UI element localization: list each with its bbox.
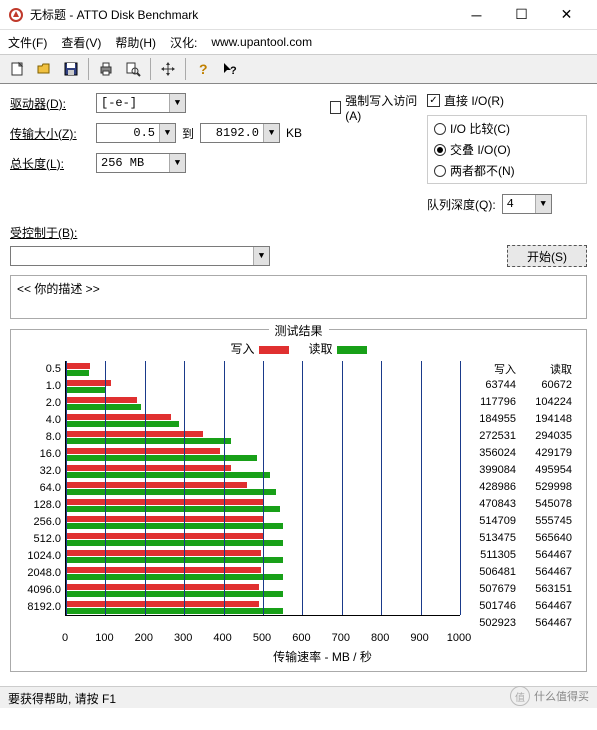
transfer-label: 传输大小(Z): xyxy=(10,125,90,142)
length-select[interactable]: 256 MB▼ xyxy=(96,153,186,173)
chart-y-labels: 0.51.02.04.08.016.032.064.0128.0256.0512… xyxy=(17,361,65,632)
toolbar: ? ? xyxy=(0,54,597,84)
window-title: 无标题 - ATTO Disk Benchmark xyxy=(30,6,454,23)
new-icon[interactable] xyxy=(4,56,30,82)
neither-radio[interactable]: 两者都不(N) xyxy=(434,162,580,179)
io-compare-radio[interactable]: I/O 比较(C) xyxy=(434,120,580,137)
save-icon[interactable] xyxy=(58,56,84,82)
force-write-checkbox[interactable]: 强制写入访问(A) xyxy=(330,92,419,123)
transfer-unit: KB xyxy=(286,126,302,140)
minimize-button[interactable]: ─ xyxy=(454,0,499,30)
svg-text:?: ? xyxy=(230,65,237,77)
controlled-select[interactable]: ▼ xyxy=(10,246,270,266)
chart xyxy=(65,361,460,616)
menu-localization-url[interactable]: www.upantool.com xyxy=(211,35,312,49)
controlled-label: 受控制于(B): xyxy=(10,224,587,241)
toolbar-separator xyxy=(185,58,186,80)
drive-select[interactable]: [-e-]▼ xyxy=(96,93,186,113)
menubar: 文件(F) 查看(V) 帮助(H) 汉化: www.upantool.com xyxy=(0,30,597,54)
queue-depth-select[interactable]: 4▼ xyxy=(502,194,552,214)
menu-help[interactable]: 帮助(H) xyxy=(115,34,156,51)
print-icon[interactable] xyxy=(93,56,119,82)
open-icon[interactable] xyxy=(31,56,57,82)
preview-icon[interactable] xyxy=(120,56,146,82)
app-icon xyxy=(8,7,24,23)
maximize-button[interactable]: ☐ xyxy=(499,0,544,30)
chart-x-labels: 01002003004005006007008009001000 xyxy=(65,632,459,646)
start-button[interactable]: 开始(S) xyxy=(507,245,587,267)
statusbar: 要获得帮助, 请按 F1 值 什么值得买 xyxy=(0,686,597,708)
watermark: 值 什么值得买 xyxy=(510,686,589,706)
transfer-to-select[interactable]: 8192.0▼ xyxy=(200,123,280,143)
io-mode-group: I/O 比较(C) 交叠 I/O(O) 两者都不(N) xyxy=(427,115,587,184)
transfer-from-select[interactable]: 0.5▼ xyxy=(96,123,176,143)
close-button[interactable]: ✕ xyxy=(544,0,589,30)
chart-legend: 写入 读取 xyxy=(17,340,580,357)
move-icon[interactable] xyxy=(155,56,181,82)
length-label: 总长度(L): xyxy=(10,155,90,172)
toolbar-separator xyxy=(150,58,151,80)
checkbox-icon: ✓ xyxy=(427,94,440,107)
queue-depth-label: 队列深度(Q): xyxy=(427,196,496,213)
help-icon[interactable]: ? xyxy=(190,56,216,82)
whatsthis-icon[interactable]: ? xyxy=(217,56,243,82)
results-values: 写入读取 63744606721177961042241849551941482… xyxy=(460,361,580,632)
menu-file[interactable]: 文件(F) xyxy=(8,34,47,51)
results-panel: 测试结果 写入 读取 0.51.02.04.08.016.032.064.012… xyxy=(10,329,587,672)
drive-label: 驱动器(D): xyxy=(10,95,90,112)
menu-localization-label: 汉化: xyxy=(170,34,197,51)
direct-io-checkbox[interactable]: ✓ 直接 I/O(R) xyxy=(427,92,587,109)
results-title: 测试结果 xyxy=(268,322,328,339)
checkbox-icon xyxy=(330,101,341,114)
svg-text:?: ? xyxy=(199,61,208,77)
transfer-to-label: 到 xyxy=(182,125,194,142)
menu-view[interactable]: 查看(V) xyxy=(61,34,101,51)
description-box[interactable]: << 你的描述 >> xyxy=(10,275,587,319)
titlebar: 无标题 - ATTO Disk Benchmark ─ ☐ ✕ xyxy=(0,0,597,30)
overlapped-io-radio[interactable]: 交叠 I/O(O) xyxy=(434,141,580,158)
toolbar-separator xyxy=(88,58,89,80)
chart-x-axis-title: 传输速率 - MB / 秒 xyxy=(65,648,580,665)
